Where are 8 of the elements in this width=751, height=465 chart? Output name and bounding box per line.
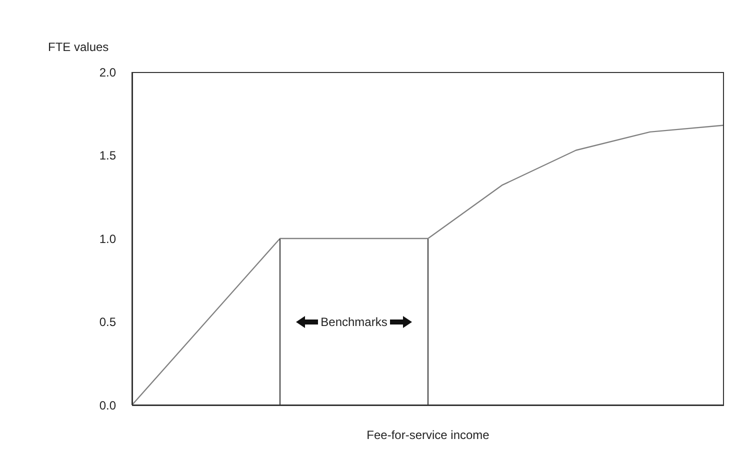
y-tick-label: 1.0 (99, 232, 116, 246)
y-axis-title: FTE values (48, 40, 109, 54)
annotation: Benchmarks (320, 314, 388, 328)
y-tick-label: 2.0 (99, 65, 116, 80)
y-tick-label: 0.0 (99, 398, 116, 412)
y-tick-label: 1.5 (99, 148, 116, 163)
y-tick-label: 0.5 (99, 315, 116, 330)
x-axis-title: Fee-for-service income (366, 428, 490, 442)
